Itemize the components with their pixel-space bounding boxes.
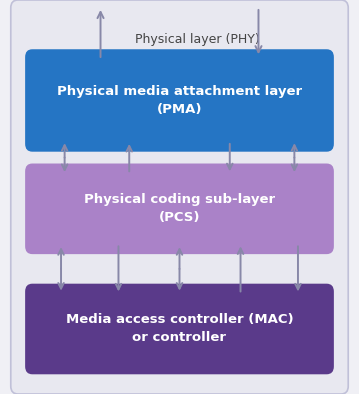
FancyBboxPatch shape — [25, 164, 334, 254]
FancyBboxPatch shape — [25, 49, 334, 152]
FancyBboxPatch shape — [11, 0, 348, 394]
FancyBboxPatch shape — [25, 284, 334, 374]
Text: Physical layer (PHY): Physical layer (PHY) — [135, 33, 260, 46]
Text: Physical coding sub-layer
(PCS): Physical coding sub-layer (PCS) — [84, 193, 275, 224]
Text: Physical media attachment layer
(PMA): Physical media attachment layer (PMA) — [57, 85, 302, 116]
Text: Media access controller (MAC)
or controller: Media access controller (MAC) or control… — [66, 314, 293, 344]
